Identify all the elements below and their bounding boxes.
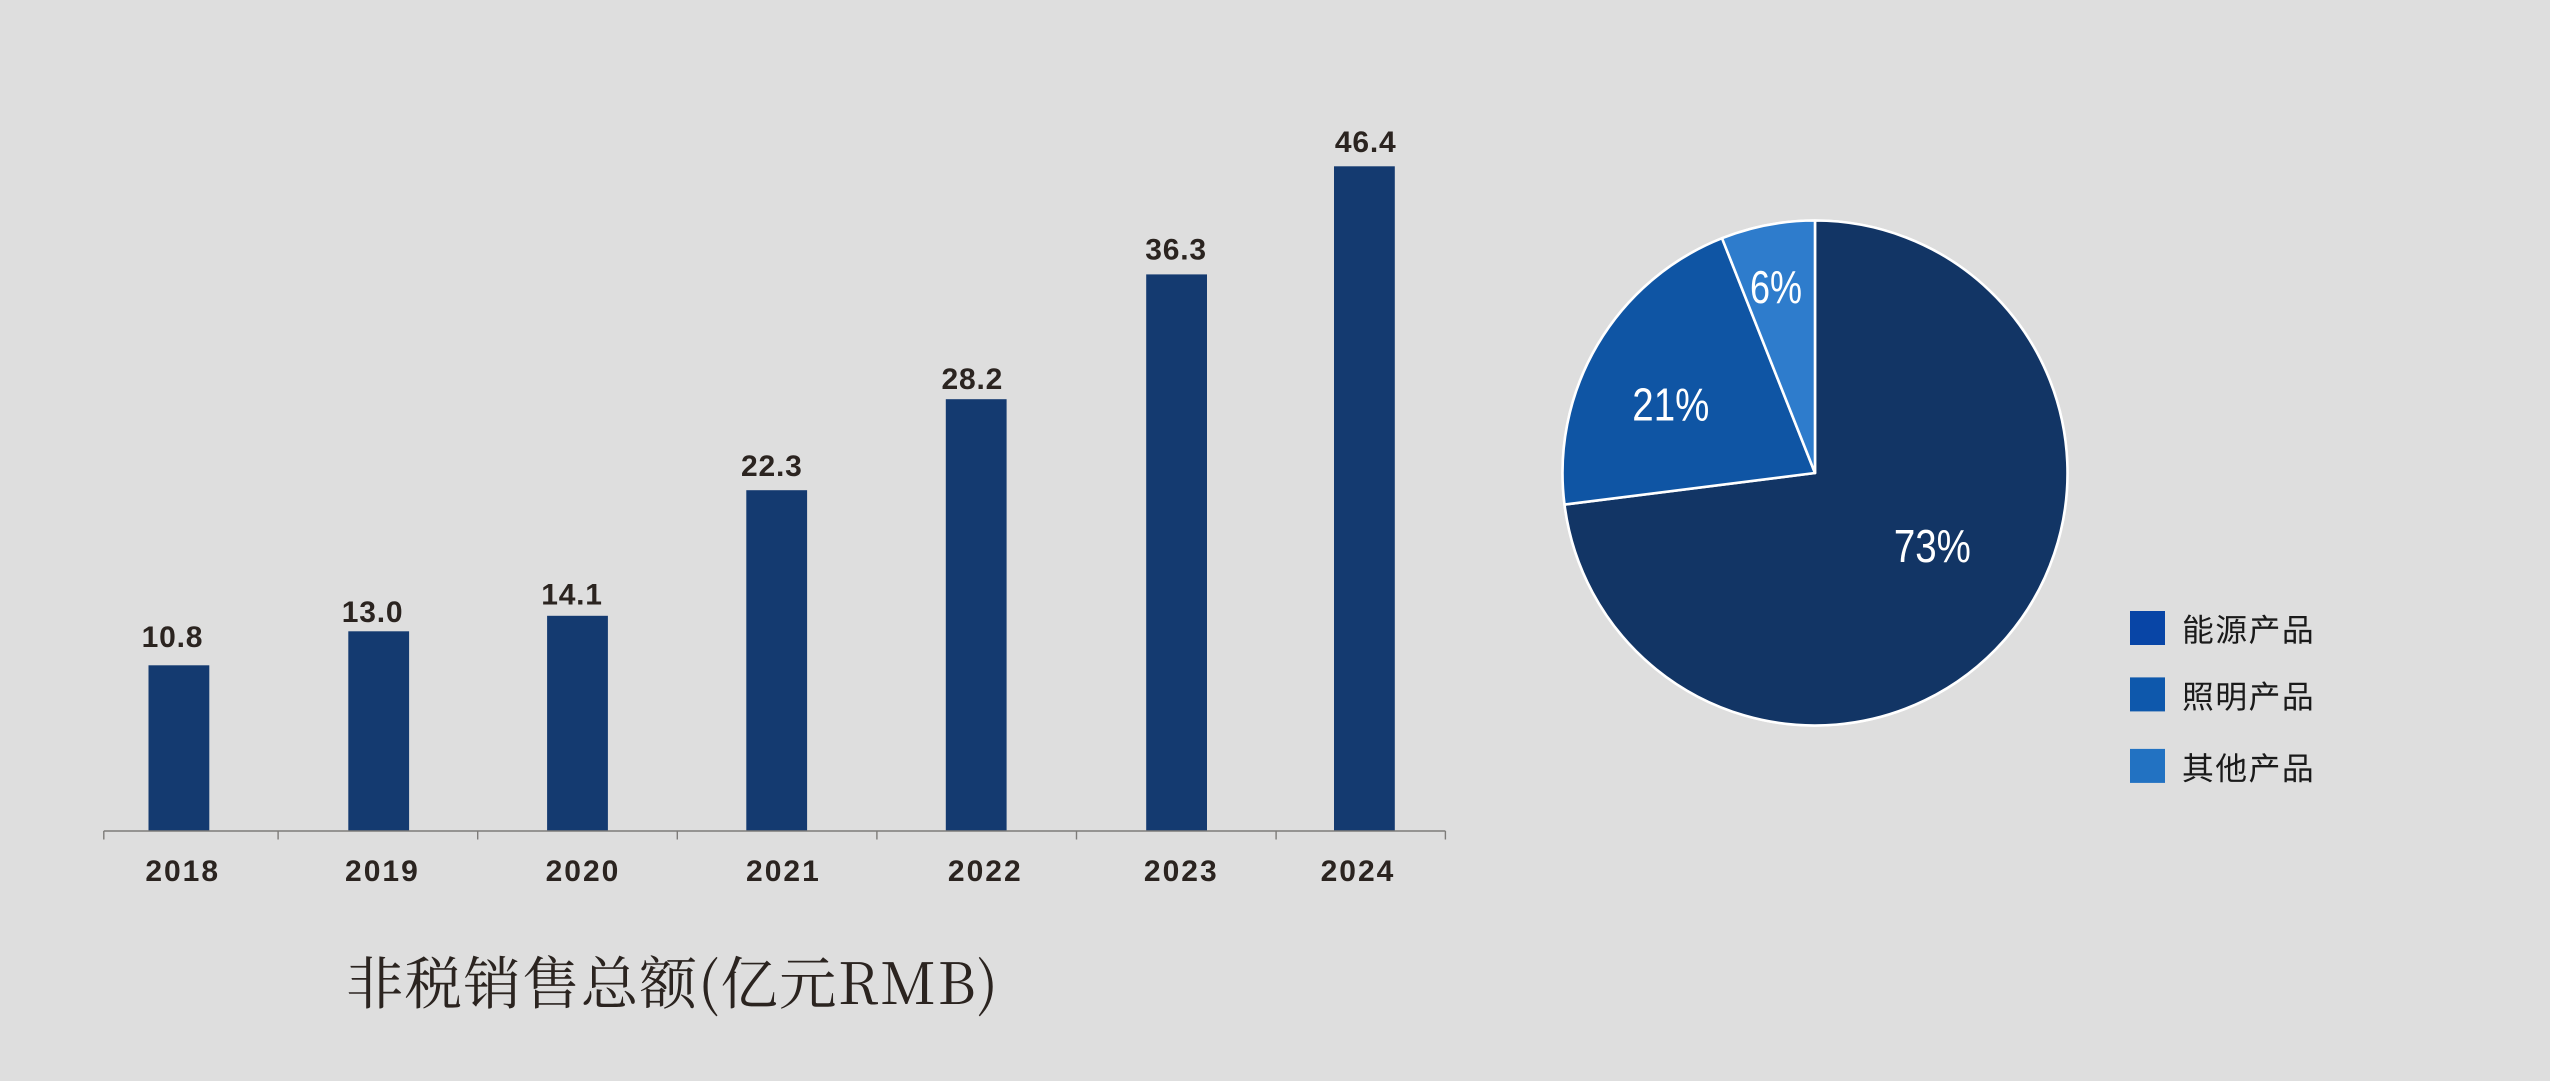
svg-text:2022: 2022 bbox=[948, 855, 1023, 888]
svg-text:13.0: 13.0 bbox=[342, 596, 404, 629]
svg-text:2020: 2020 bbox=[546, 855, 621, 888]
svg-text:2024: 2024 bbox=[1321, 855, 1396, 888]
svg-text:2018: 2018 bbox=[145, 855, 220, 888]
svg-text:2021: 2021 bbox=[746, 855, 821, 888]
svg-text:2023: 2023 bbox=[1144, 855, 1219, 888]
svg-text:22.3: 22.3 bbox=[741, 450, 803, 483]
svg-text:2019: 2019 bbox=[345, 855, 420, 888]
svg-text:21%: 21% bbox=[1632, 379, 1709, 431]
svg-text:36.3: 36.3 bbox=[1145, 234, 1207, 267]
svg-text:73%: 73% bbox=[1894, 520, 1971, 572]
svg-text:28.2: 28.2 bbox=[942, 363, 1004, 396]
svg-text:46.4: 46.4 bbox=[1335, 126, 1397, 159]
svg-text:6%: 6% bbox=[1750, 261, 1802, 313]
svg-text:10.8: 10.8 bbox=[142, 621, 204, 654]
svg-text:14.1: 14.1 bbox=[541, 578, 603, 611]
